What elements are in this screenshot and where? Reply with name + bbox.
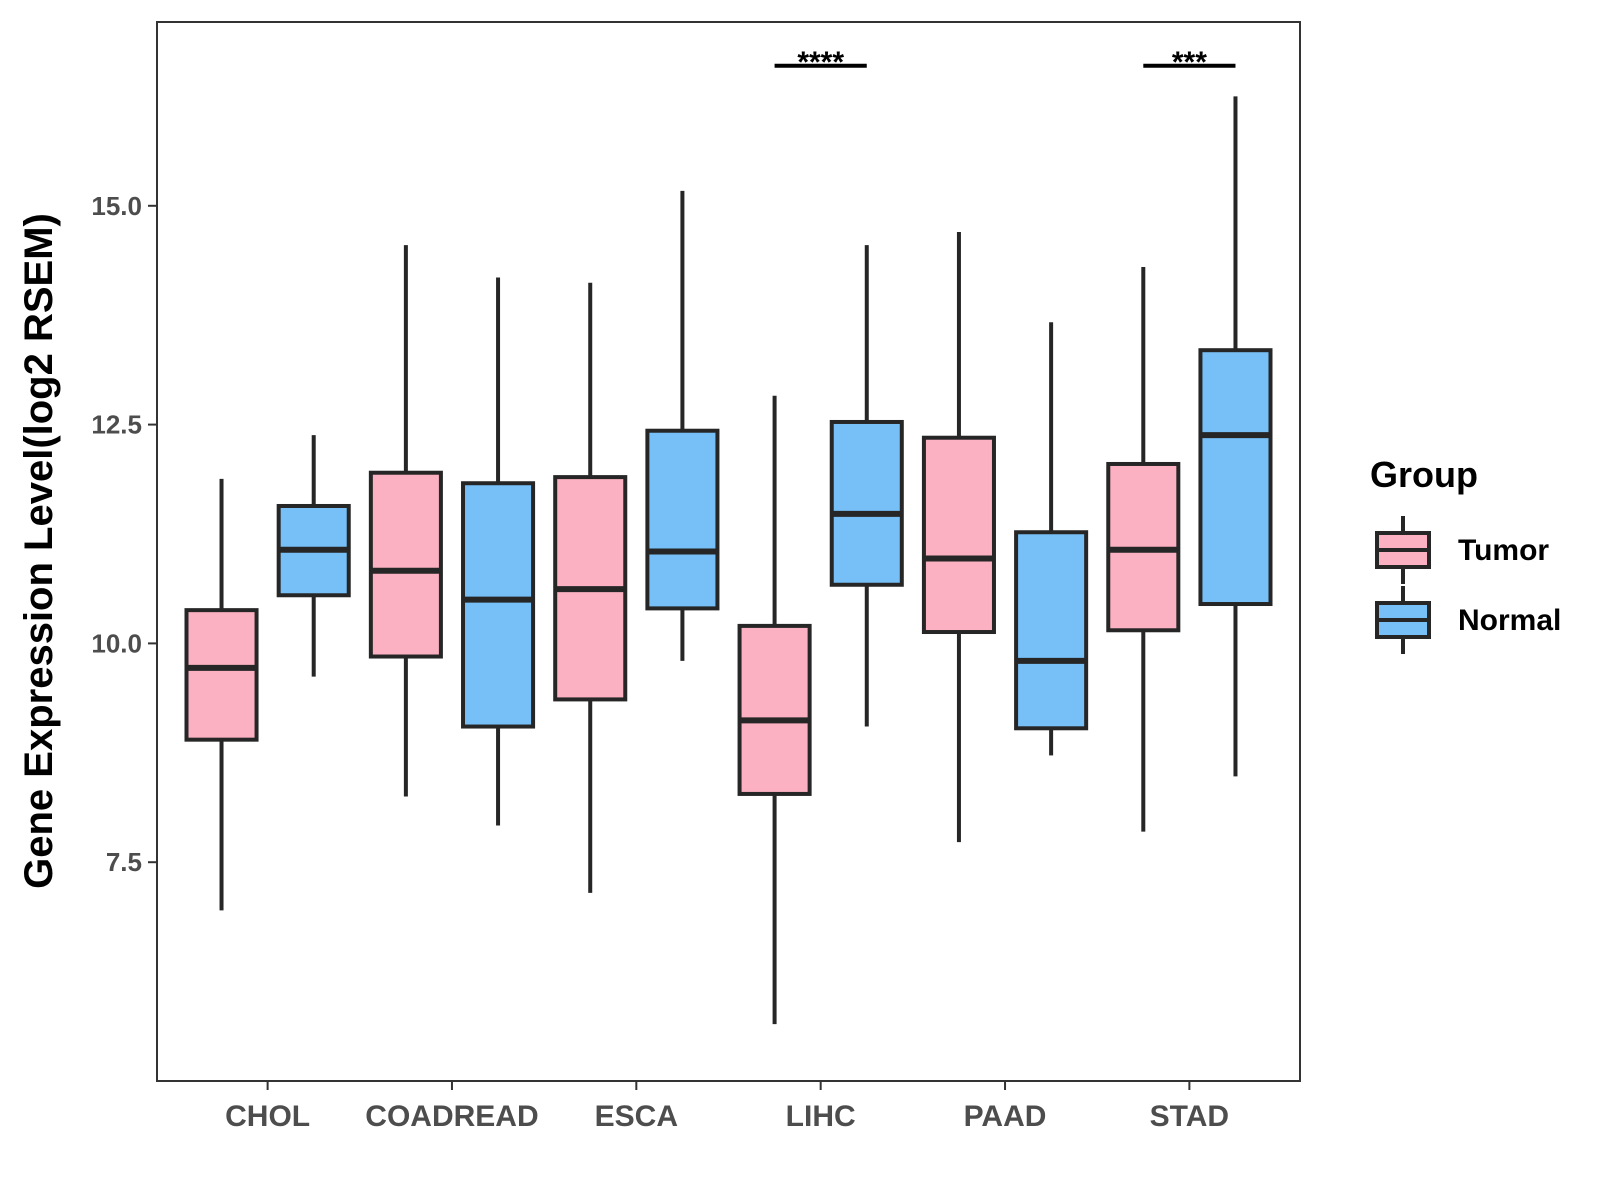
series-tumor bbox=[184, 232, 1181, 1025]
box-tumor-coadread bbox=[368, 245, 443, 797]
box-normal-paad bbox=[1014, 322, 1089, 756]
y-tick-label: 7.5 bbox=[106, 847, 142, 877]
box-body bbox=[737, 623, 812, 796]
box-body bbox=[1198, 348, 1273, 607]
x-tick-label-chol: CHOL bbox=[225, 1100, 310, 1133]
significance-label: **** bbox=[797, 46, 844, 79]
legend-item-normal: Normal bbox=[1375, 586, 1561, 654]
y-tick-label: 10.0 bbox=[91, 628, 142, 658]
box-tumor-paad bbox=[921, 232, 996, 843]
y-tick-label: 15.0 bbox=[91, 191, 142, 221]
box-body bbox=[368, 470, 443, 659]
series-normal bbox=[276, 96, 1273, 826]
box-tumor-chol bbox=[184, 478, 259, 911]
y-tick-label: 12.5 bbox=[91, 410, 142, 440]
x-tick-label-esca: ESCA bbox=[595, 1100, 678, 1133]
significance-stad: *** bbox=[1143, 46, 1236, 79]
legend-label: Normal bbox=[1458, 604, 1561, 637]
box-normal-lihc bbox=[829, 245, 904, 727]
legend-item-tumor: Tumor bbox=[1375, 516, 1549, 584]
box-body bbox=[1014, 530, 1089, 731]
x-axis: CHOL COADREAD ESCA LIHC PAAD STAD bbox=[225, 1081, 1229, 1133]
significance-lihc: **** bbox=[774, 46, 867, 79]
box-normal-chol bbox=[276, 435, 351, 677]
y-axis-title: Gene Expression Level(log2 RSEM) bbox=[17, 213, 61, 889]
box-normal-esca bbox=[645, 190, 720, 661]
box-body bbox=[921, 435, 996, 635]
x-tick-label-coadread: COADREAD bbox=[365, 1100, 538, 1133]
significance-label: *** bbox=[1172, 46, 1207, 79]
box-normal-coadread bbox=[461, 277, 536, 826]
legend: Group Tumor Normal bbox=[1370, 454, 1561, 654]
box-tumor-lihc bbox=[737, 395, 812, 1025]
x-tick-label-lihc: LIHC bbox=[786, 1100, 856, 1133]
box-series bbox=[184, 96, 1273, 1025]
x-tick-label-stad: STAD bbox=[1150, 1100, 1229, 1133]
box-normal-stad bbox=[1198, 96, 1273, 777]
x-tick-label-paad: PAAD bbox=[964, 1100, 1047, 1133]
box-tumor-stad bbox=[1106, 267, 1181, 832]
box-body bbox=[461, 481, 536, 729]
box-body bbox=[184, 608, 259, 742]
y-axis: 7.5 10.0 12.5 15.0 bbox=[91, 191, 157, 877]
significance-annotations: **** *** bbox=[774, 46, 1236, 79]
box-body bbox=[645, 428, 720, 611]
legend-title: Group bbox=[1370, 454, 1478, 495]
box-tumor-esca bbox=[553, 282, 628, 893]
box-body bbox=[829, 419, 904, 587]
legend-label: Tumor bbox=[1458, 534, 1549, 567]
